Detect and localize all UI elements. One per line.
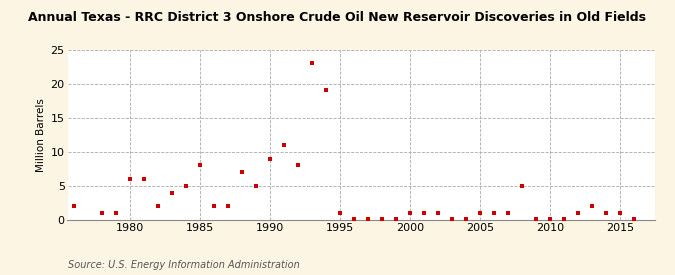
Point (572, 211, 583, 215)
Point (321, 88, 331, 93)
Point (447, 217, 458, 221)
Point (349, 217, 360, 221)
Point (237, 170, 248, 174)
Point (181, 184, 192, 188)
Point (404, 211, 415, 215)
Point (433, 211, 443, 215)
Point (377, 217, 387, 221)
Point (306, 61, 317, 65)
Point (531, 217, 541, 221)
Point (545, 217, 556, 222)
Text: Annual Texas - RRC District 3 Onshore Crude Oil New Reservoir Discoveries in Old: Annual Texas - RRC District 3 Onshore Cr… (28, 11, 647, 24)
Point (293, 163, 304, 168)
Point (139, 177, 150, 181)
Point (153, 204, 164, 208)
Point (587, 204, 597, 208)
Point (628, 217, 639, 222)
Point (558, 217, 569, 221)
Point (167, 191, 178, 195)
Point (460, 217, 471, 221)
Point (251, 184, 262, 188)
Point (279, 143, 290, 147)
Y-axis label: Million Barrels: Million Barrels (36, 98, 47, 172)
Point (362, 217, 373, 221)
Point (391, 217, 402, 222)
Point (223, 204, 234, 208)
Point (475, 211, 485, 215)
Point (502, 211, 513, 215)
Point (209, 204, 219, 208)
Point (516, 184, 527, 188)
Point (97, 211, 108, 215)
Point (614, 211, 625, 215)
Point (489, 211, 500, 215)
Text: Source: U.S. Energy Information Administration: Source: U.S. Energy Information Administ… (68, 260, 299, 270)
Point (195, 163, 206, 168)
Point (600, 211, 611, 215)
Point (111, 211, 122, 215)
Point (335, 211, 346, 215)
Point (265, 156, 275, 161)
Point (125, 177, 136, 181)
Point (418, 211, 429, 215)
Point (69, 204, 80, 208)
